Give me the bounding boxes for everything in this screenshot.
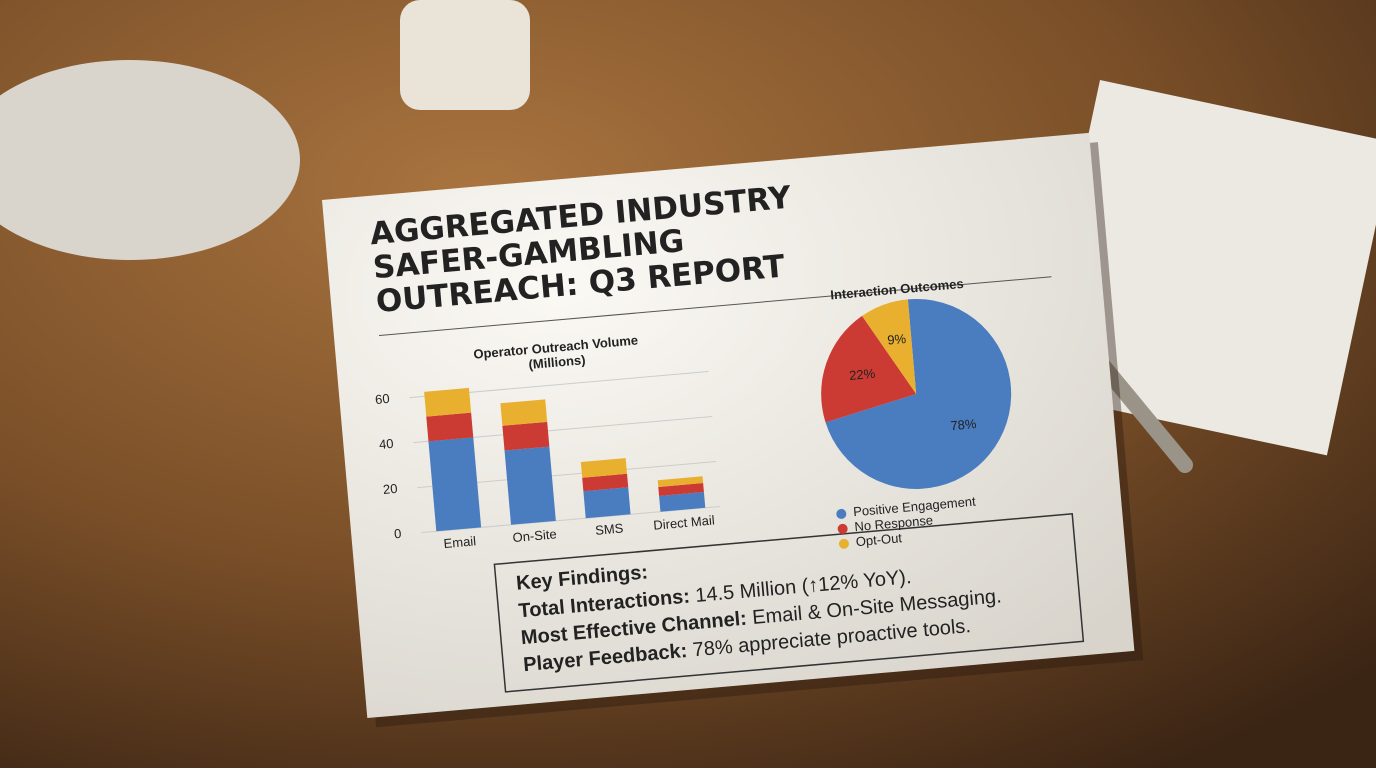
pie-slice — [862, 299, 917, 394]
legend-marker — [838, 538, 849, 549]
bar-segment — [658, 483, 704, 496]
x-tick-label: Direct Mail — [653, 512, 716, 532]
y-tick-label: 0 — [393, 526, 402, 542]
bar-segment — [426, 412, 474, 442]
pie-slice — [825, 298, 1012, 489]
notepad — [1033, 80, 1376, 456]
legend-marker — [836, 508, 847, 519]
divider — [378, 276, 1052, 337]
bar-segment — [504, 446, 556, 525]
lamp-base — [0, 60, 300, 260]
findings-box — [493, 512, 1085, 693]
y-tick-label: 60 — [374, 391, 390, 407]
pie-slice — [821, 315, 917, 423]
bar-segment — [500, 399, 548, 426]
slice-label: 9% — [887, 331, 907, 348]
cup — [400, 0, 530, 110]
bar-segment — [424, 387, 472, 417]
y-tick-label: 40 — [378, 436, 394, 452]
legend-label: No Response — [854, 512, 934, 534]
legend-marker — [837, 523, 848, 534]
bar-segment — [583, 487, 631, 519]
bar-segment — [502, 421, 550, 451]
x-tick-label: On-Site — [512, 526, 557, 545]
report: AGGREGATED INDUSTRY SAFER-GAMBLING OUTRE… — [322, 132, 1144, 728]
y-tick-label: 20 — [382, 481, 398, 497]
legend-label: Opt-Out — [855, 530, 903, 549]
bar-segment — [428, 437, 482, 532]
paper — [322, 132, 1135, 719]
bar-segment — [582, 473, 629, 492]
slice-label: 22% — [849, 366, 877, 383]
bar-segment — [580, 458, 628, 478]
slice-label: 78% — [950, 416, 978, 433]
bar-segment — [659, 492, 706, 512]
x-tick-label: Email — [443, 533, 477, 551]
bar-segment — [657, 476, 704, 487]
chart-title: (Millions) — [528, 352, 586, 372]
x-tick-label: SMS — [595, 520, 625, 537]
